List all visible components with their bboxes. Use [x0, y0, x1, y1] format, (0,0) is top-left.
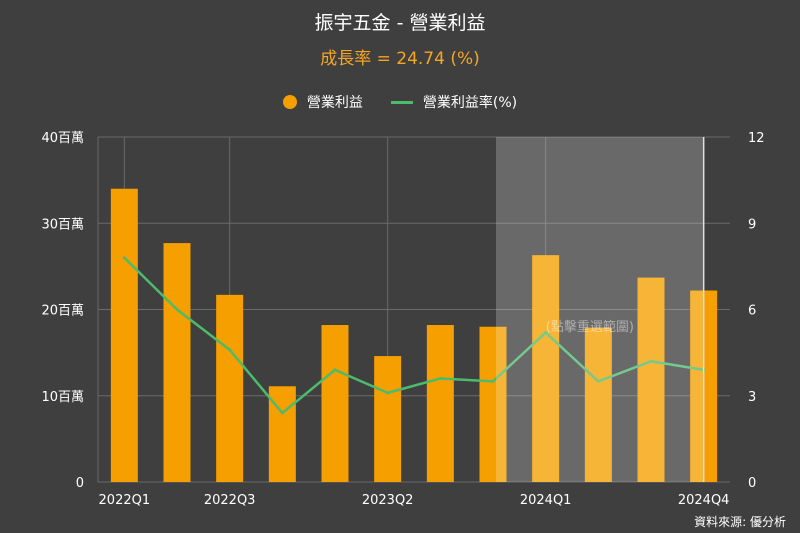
bar-2024Q2 [584, 327, 612, 482]
line-point-2024Q1 [544, 331, 548, 334]
chart-subtitle: 成長率 = 24.74 (%) [320, 49, 480, 69]
bar-2023Q3 [426, 325, 454, 482]
chart-title: 振宇五金 - 營業利益 [314, 12, 486, 34]
y-left-tick-label: 20百萬 [41, 304, 84, 319]
bar-2024Q3 [637, 277, 665, 482]
line-point-2023Q3 [438, 377, 442, 380]
y-right-tick-label: 12 [748, 131, 765, 146]
y-right-tick-label: 3 [748, 390, 756, 405]
y-left-tick-label: 40百萬 [41, 131, 84, 146]
x-tick-label: 2023Q2 [362, 493, 414, 508]
line-point-2022Q4 [280, 411, 284, 415]
line-point-2023Q2 [386, 391, 390, 395]
x-tick-label: 2022Q1 [99, 493, 151, 508]
bar-2024Q1 [532, 255, 560, 482]
legend-item-line[interactable]: 營業利益率(%) [390, 92, 518, 112]
line-point-2024Q3 [649, 359, 653, 363]
legend-line-label: 營業利益率(%) [422, 95, 518, 111]
bar-2023Q1 [321, 325, 349, 482]
y-right-tick-label: 0 [748, 476, 756, 491]
y-left-tick-label: 10百萬 [41, 390, 84, 405]
bar-2022Q3 [216, 294, 244, 482]
bar-2023Q2 [374, 356, 402, 482]
line-point-2022Q1 [122, 256, 126, 260]
legend-bar-label: 營業利益 [306, 95, 363, 111]
selection-hint: (點擊重選範圍) [546, 319, 634, 335]
line-point-2023Q1 [333, 368, 337, 372]
legend-line-swatch [390, 100, 413, 104]
legend-item-bar[interactable]: 營業利益 [282, 92, 363, 112]
x-tick-label: 2022Q3 [204, 493, 256, 508]
bar-2022Q2 [163, 243, 191, 482]
y-right-tick-label: 6 [748, 304, 756, 319]
bar-2023Q4 [479, 326, 507, 482]
line-series [123, 256, 704, 415]
y-left-tick-label: 30百萬 [41, 217, 84, 232]
x-tick-label: 2024Q4 [678, 493, 730, 508]
data-source: 資料來源: 優分析 [694, 515, 786, 529]
line-point-2022Q3 [228, 348, 232, 352]
selection-range[interactable] [496, 137, 704, 482]
line-point-2023Q4 [491, 379, 495, 383]
x-tick-label: 2024Q1 [520, 493, 572, 508]
line-point-2024Q2 [596, 379, 600, 383]
y-left-tick-label: 0 [76, 476, 84, 491]
legend: 營業利益 營業利益率(%) [0, 92, 800, 112]
y-right-tick-label: 9 [748, 217, 756, 232]
legend-bar-swatch [282, 95, 297, 109]
line-point-2022Q2 [175, 308, 179, 311]
bar-2022Q1 [110, 188, 138, 482]
